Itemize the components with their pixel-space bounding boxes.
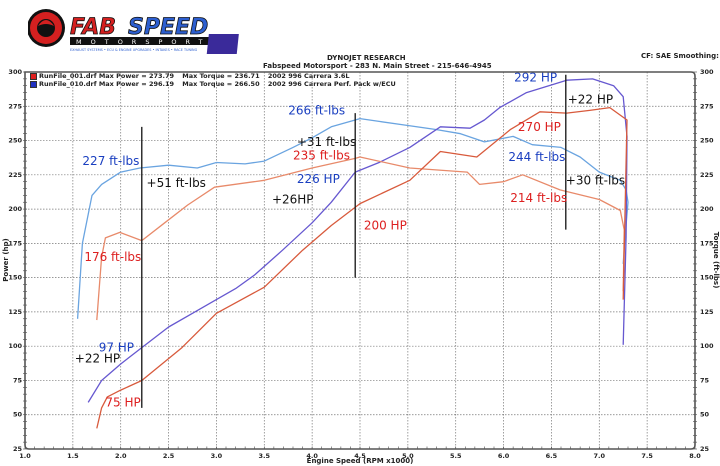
- x-tick-label: 1.5: [67, 452, 79, 460]
- annotation-label: 235 ft-lbs: [293, 149, 350, 163]
- x-tick-label: 5.5: [450, 452, 462, 460]
- y-tick-label: 175: [8, 239, 22, 247]
- legend-file: RunFile_001.drf: [39, 72, 97, 80]
- legend-entry-1: RunFile_001.drf Max Power = 273.79 Max T…: [30, 72, 350, 80]
- axes: 1.0 1.5 2.0 2.5 3.0 3.5 4.0 4.5 5.0 5.5 6.0 6.5 7.0 7…: [8, 68, 714, 460]
- legend-max-torque: Max Torque = 266.50: [182, 80, 260, 88]
- red-power-line: [96, 106, 628, 429]
- y-tick-label: 50: [13, 411, 23, 419]
- annotation-label: 214 ft-lbs: [510, 191, 567, 205]
- y2-tick-label: 250: [700, 137, 714, 145]
- x-tick-label: 2.0: [115, 452, 127, 460]
- y2-tick-label: 25: [700, 445, 710, 453]
- delta-markers: [141, 74, 567, 408]
- annotation-label: 244 ft-lbs: [508, 150, 565, 164]
- x-tick-label: 2.5: [163, 452, 175, 460]
- y2-tick-label: 175: [700, 239, 714, 247]
- dyno-title: DYNOJET RESEARCH: [327, 54, 406, 62]
- series-lines: [76, 78, 629, 429]
- legend-max-torque: Max Torque = 236.71: [182, 72, 260, 80]
- y-tick-label: 250: [8, 137, 22, 145]
- y-tick-label: 100: [8, 342, 22, 350]
- x-tick-label: 4.0: [306, 452, 318, 460]
- annotation-label: 200 HP: [364, 219, 407, 233]
- legend-swatch-red: [30, 72, 37, 80]
- annotation-label: +22 HP: [568, 93, 613, 107]
- y2-tick-label: 75: [700, 376, 710, 384]
- svg-text:FAB: FAB: [70, 15, 116, 40]
- x-tick-label: 1.0: [19, 452, 31, 460]
- x-tick-label: 3.5: [259, 452, 271, 460]
- y-tick-label: 300: [8, 68, 22, 76]
- x-tick-label: 8.0: [689, 452, 701, 460]
- annotation-label: 176 ft-lbs: [84, 250, 141, 264]
- y2-tick-label: 125: [700, 308, 714, 316]
- svg-text:EXHAUST SYSTEMS • ECU & ENGINE: EXHAUST SYSTEMS • ECU & ENGINE UPGRADES …: [70, 48, 198, 52]
- x-axis-label: Engine Speed (RPM x1000): [307, 457, 414, 465]
- x-tick-label: 6.5: [546, 452, 558, 460]
- annotation-label: +26HP: [272, 193, 314, 207]
- svg-text:SPEED: SPEED: [128, 15, 208, 40]
- y2-axis-label: Torque (ft-lbs): [712, 232, 720, 289]
- y2-tick-label: 300: [700, 68, 714, 76]
- annotation-label: 227 ft-lbs: [82, 154, 139, 168]
- y2-tick-label: 150: [700, 274, 714, 282]
- y2-tick-label: 275: [700, 102, 714, 110]
- y-tick-label: 200: [8, 205, 22, 213]
- y2-tick-label: 225: [700, 171, 714, 179]
- x-tick-label: 7.0: [594, 452, 606, 460]
- y-tick-label: 25: [13, 445, 23, 453]
- x-tick-label: 3.0: [211, 452, 223, 460]
- legend-max-power: Max Power = 273.79: [98, 72, 175, 80]
- legend-entry-2: RunFile_010.drf Max Power = 296.19 Max T…: [30, 80, 396, 88]
- annotation-label: +51 ft-lbs: [147, 176, 206, 190]
- x-tick-label: 4.5: [354, 452, 366, 460]
- annotation-label: +30 ft-lbs: [566, 173, 625, 187]
- grid: [25, 72, 695, 449]
- y2-tick-label: 200: [700, 205, 714, 213]
- legend-swatch-blue: [30, 80, 37, 88]
- blue-torque-line: [76, 117, 629, 319]
- annotation-label: 270 HP: [518, 120, 561, 134]
- annotation-label: +31 ft-lbs: [297, 135, 356, 149]
- y2-tick-label: 100: [700, 342, 714, 350]
- annotation-label: 97 HP: [99, 341, 134, 355]
- annotation-label: 292 HP: [514, 71, 557, 85]
- annotation-label: +22 HP: [75, 352, 120, 366]
- y-tick-label: 125: [8, 308, 22, 316]
- y-tick-label: 75: [13, 376, 23, 384]
- fabspeed-logo: FAB SPEED MOTORSPORT EXHAUST SYSTEMS • E…: [28, 9, 239, 54]
- legend-file: RunFile_010.drf: [39, 80, 97, 88]
- svg-text:MOTORSPORT: MOTORSPORT: [76, 38, 212, 46]
- dyno-settings: CF: SAE Smoothing: 5: [641, 52, 720, 60]
- legend-max-power: Max Power = 296.19: [98, 80, 175, 88]
- dyno-subtitle: Fabspeed Motorsport - 283 N. Main Street…: [263, 62, 492, 70]
- annotation-label: 75 HP: [105, 396, 140, 410]
- legend-desc: 2002 996 Carrera Perf. Pack w/ECU: [267, 80, 396, 88]
- legend-desc: 2002 996 Carrera 3.6L: [267, 72, 350, 80]
- plot-frame: [24, 71, 696, 450]
- annotation-label: 266 ft-lbs: [288, 103, 345, 117]
- x-tick-label: 5.0: [402, 452, 414, 460]
- y2-tick-label: 50: [700, 411, 710, 419]
- x-tick-label: 6.0: [498, 452, 510, 460]
- annotation-label: 226 HP: [297, 172, 340, 186]
- y-tick-label: 150: [8, 274, 22, 282]
- red-torque-line: [96, 156, 625, 321]
- x-tick-label: 7.5: [641, 452, 653, 460]
- blue-power-line: [87, 78, 628, 403]
- y-tick-label: 275: [8, 102, 22, 110]
- y-axis-label: Power (hp): [2, 238, 10, 281]
- y-tick-label: 225: [8, 171, 22, 179]
